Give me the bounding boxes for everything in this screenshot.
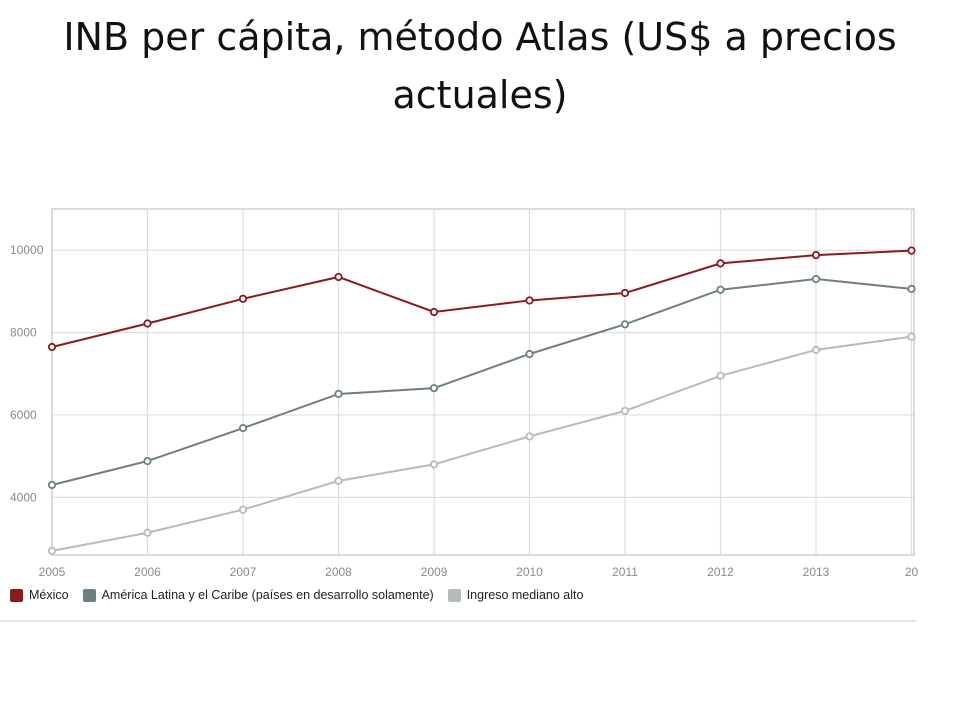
legend-item: Ingreso mediano alto	[447, 588, 584, 602]
data-point	[620, 288, 630, 298]
chart-series	[47, 246, 916, 555]
series-line	[51, 249, 912, 348]
y-tick-label: 10000	[10, 243, 44, 257]
x-tick-label: 2009	[421, 565, 448, 579]
series-1	[47, 246, 916, 352]
x-tick-label: 2007	[230, 565, 257, 579]
data-point	[47, 546, 57, 555]
legend-swatch	[447, 588, 461, 602]
data-point	[907, 246, 916, 255]
x-tick-label: 2010	[516, 565, 543, 579]
data-point	[143, 456, 152, 466]
data-point	[143, 528, 152, 537]
data-point	[143, 319, 152, 328]
data-point	[907, 332, 916, 341]
series-line	[51, 278, 912, 486]
data-point	[716, 285, 725, 294]
legend-label: Ingreso mediano alto	[466, 588, 584, 602]
chart-tick-labels: 4000 6000 8000 10000 2005 2006 2007 2008 2009 201…	[10, 243, 918, 579]
data-point	[525, 432, 534, 441]
x-tick-label: 2005	[39, 565, 66, 579]
legend-swatch	[82, 588, 96, 602]
data-point	[47, 342, 57, 352]
data-point	[334, 272, 343, 282]
data-point	[238, 505, 248, 514]
data-point	[620, 406, 630, 415]
data-point	[716, 259, 725, 268]
series-3	[47, 332, 916, 555]
data-point	[334, 389, 343, 399]
x-tick-label: 20	[905, 565, 919, 579]
data-point	[620, 320, 630, 329]
data-point	[811, 274, 821, 284]
x-tick-label: 2013	[803, 565, 830, 579]
x-tick-label: 2011	[612, 565, 638, 579]
chart-legend: México América Latina y el Caribe (países…	[10, 588, 597, 602]
chart-axes	[51, 208, 915, 556]
series-2	[47, 274, 916, 490]
legend-item: América Latina y el Caribe (países en de…	[82, 588, 434, 602]
data-point	[429, 460, 439, 469]
data-point	[525, 349, 534, 359]
data-point	[907, 284, 916, 294]
y-tick-label: 8000	[10, 326, 37, 340]
y-tick-label: 6000	[10, 408, 37, 422]
data-point	[716, 371, 725, 380]
legend-divider	[0, 620, 916, 622]
legend-swatch	[10, 588, 23, 602]
y-tick-label: 4000	[10, 490, 37, 504]
legend-label: México	[29, 588, 69, 602]
data-point	[525, 296, 534, 305]
data-point	[47, 480, 57, 490]
legend-label: América Latina y el Caribe (países en de…	[101, 588, 434, 602]
data-point	[238, 424, 248, 433]
legend-item: México	[10, 588, 69, 602]
slide-title: INB per cápita, método Atlas (US$ a prec…	[63, 15, 897, 117]
data-point	[429, 384, 439, 393]
x-tick-label: 2012	[707, 565, 734, 579]
data-point	[429, 307, 439, 317]
x-tick-label: 2008	[325, 565, 352, 579]
data-point	[811, 345, 821, 354]
data-point	[811, 251, 821, 260]
data-point	[334, 476, 343, 485]
series-line	[51, 335, 912, 552]
chart-grid	[51, 209, 914, 555]
plot-frame	[51, 208, 915, 556]
data-point	[238, 294, 248, 303]
x-tick-label: 2006	[134, 565, 161, 579]
